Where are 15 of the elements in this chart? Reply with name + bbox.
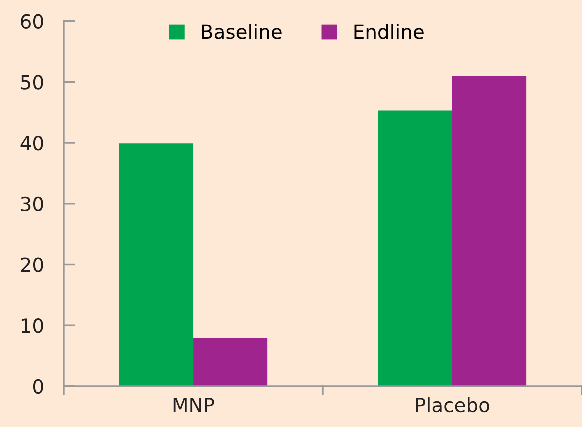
y-tick-label: 10 [22, 318, 44, 334]
legend-label: Endline [354, 24, 424, 40]
x-tick-label: Placebo [416, 398, 490, 413]
y-tick-label: 20 [21, 258, 44, 272]
y-tick-label: 0 [33, 379, 44, 394]
y-tick-label: 60 [21, 14, 44, 30]
legend-label: Baseline [202, 24, 282, 40]
bar [378, 110, 453, 386]
y-tick-label: 40 [20, 136, 44, 151]
y-tick-label: 50 [21, 75, 44, 90]
bar [194, 338, 268, 386]
bar [452, 76, 527, 386]
y-tick-label: 30 [21, 196, 44, 212]
bar [119, 144, 194, 386]
x-tick-label: MNP [174, 398, 214, 412]
